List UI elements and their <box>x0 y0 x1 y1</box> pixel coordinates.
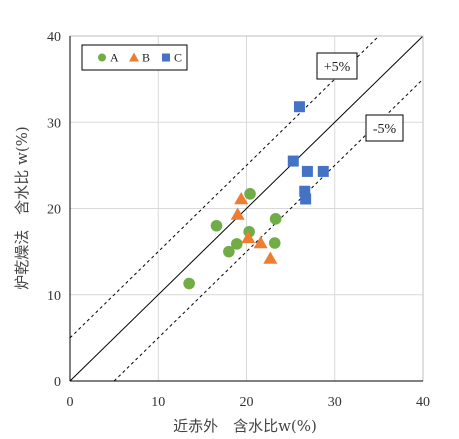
data-points <box>183 101 329 290</box>
data-point-b <box>234 192 249 205</box>
data-point-a <box>230 238 243 250</box>
data-point-a <box>223 245 235 258</box>
data-point-a <box>210 219 223 232</box>
data-point-b <box>230 207 245 220</box>
y-tick-label: 40 <box>47 30 61 45</box>
band-labels: +5% -5% <box>316 52 404 142</box>
y-tick-label: 10 <box>47 289 61 304</box>
data-point-c <box>287 155 299 167</box>
data-point-a <box>269 213 282 225</box>
x-tick-label: 20 <box>240 395 254 410</box>
data-point-a <box>268 237 281 249</box>
legend-marker-c <box>162 53 170 62</box>
y-tick-label: 30 <box>47 116 61 131</box>
legend: A B C <box>81 44 188 71</box>
data-point-c <box>301 165 313 177</box>
data-point-a <box>183 277 195 290</box>
legend-marker-a <box>98 53 106 62</box>
identity-line <box>69 35 424 382</box>
x-tick-label: 30 <box>328 395 342 410</box>
x-axis-title: 近赤外 含水比w(%) <box>173 417 317 435</box>
legend-label-a: A <box>110 51 119 65</box>
tick-labels: 0 10 20 30 40 0 10 20 30 40 <box>47 30 430 410</box>
data-point-c <box>317 165 329 177</box>
legend-label-b: B <box>142 51 150 65</box>
x-tick-label: 0 <box>67 395 74 410</box>
band-label-box <box>365 114 404 142</box>
data-point-b <box>241 230 256 244</box>
plot-frame <box>69 35 424 382</box>
reference-lines <box>69 35 424 382</box>
legend-marker-b <box>129 52 139 62</box>
data-point-a <box>244 188 256 200</box>
x-tick-label: 10 <box>151 395 165 410</box>
data-point-b <box>263 251 278 264</box>
band-label-box <box>316 52 358 80</box>
data-point-c <box>300 193 312 205</box>
offset-line <box>69 35 380 339</box>
x-tick-label: 40 <box>416 395 430 410</box>
legend-label-c: C <box>174 51 182 65</box>
y-tick-label: 20 <box>47 203 61 218</box>
band-label-text: +5% <box>324 60 351 75</box>
band-label-text: -5% <box>373 122 397 137</box>
y-tick-label: 0 <box>54 375 61 390</box>
y-axis-title: 炉乾燥法 含水比 w(%) <box>13 126 31 290</box>
data-point-b <box>253 236 268 249</box>
data-point-c <box>299 185 311 197</box>
data-point-c <box>293 101 305 113</box>
